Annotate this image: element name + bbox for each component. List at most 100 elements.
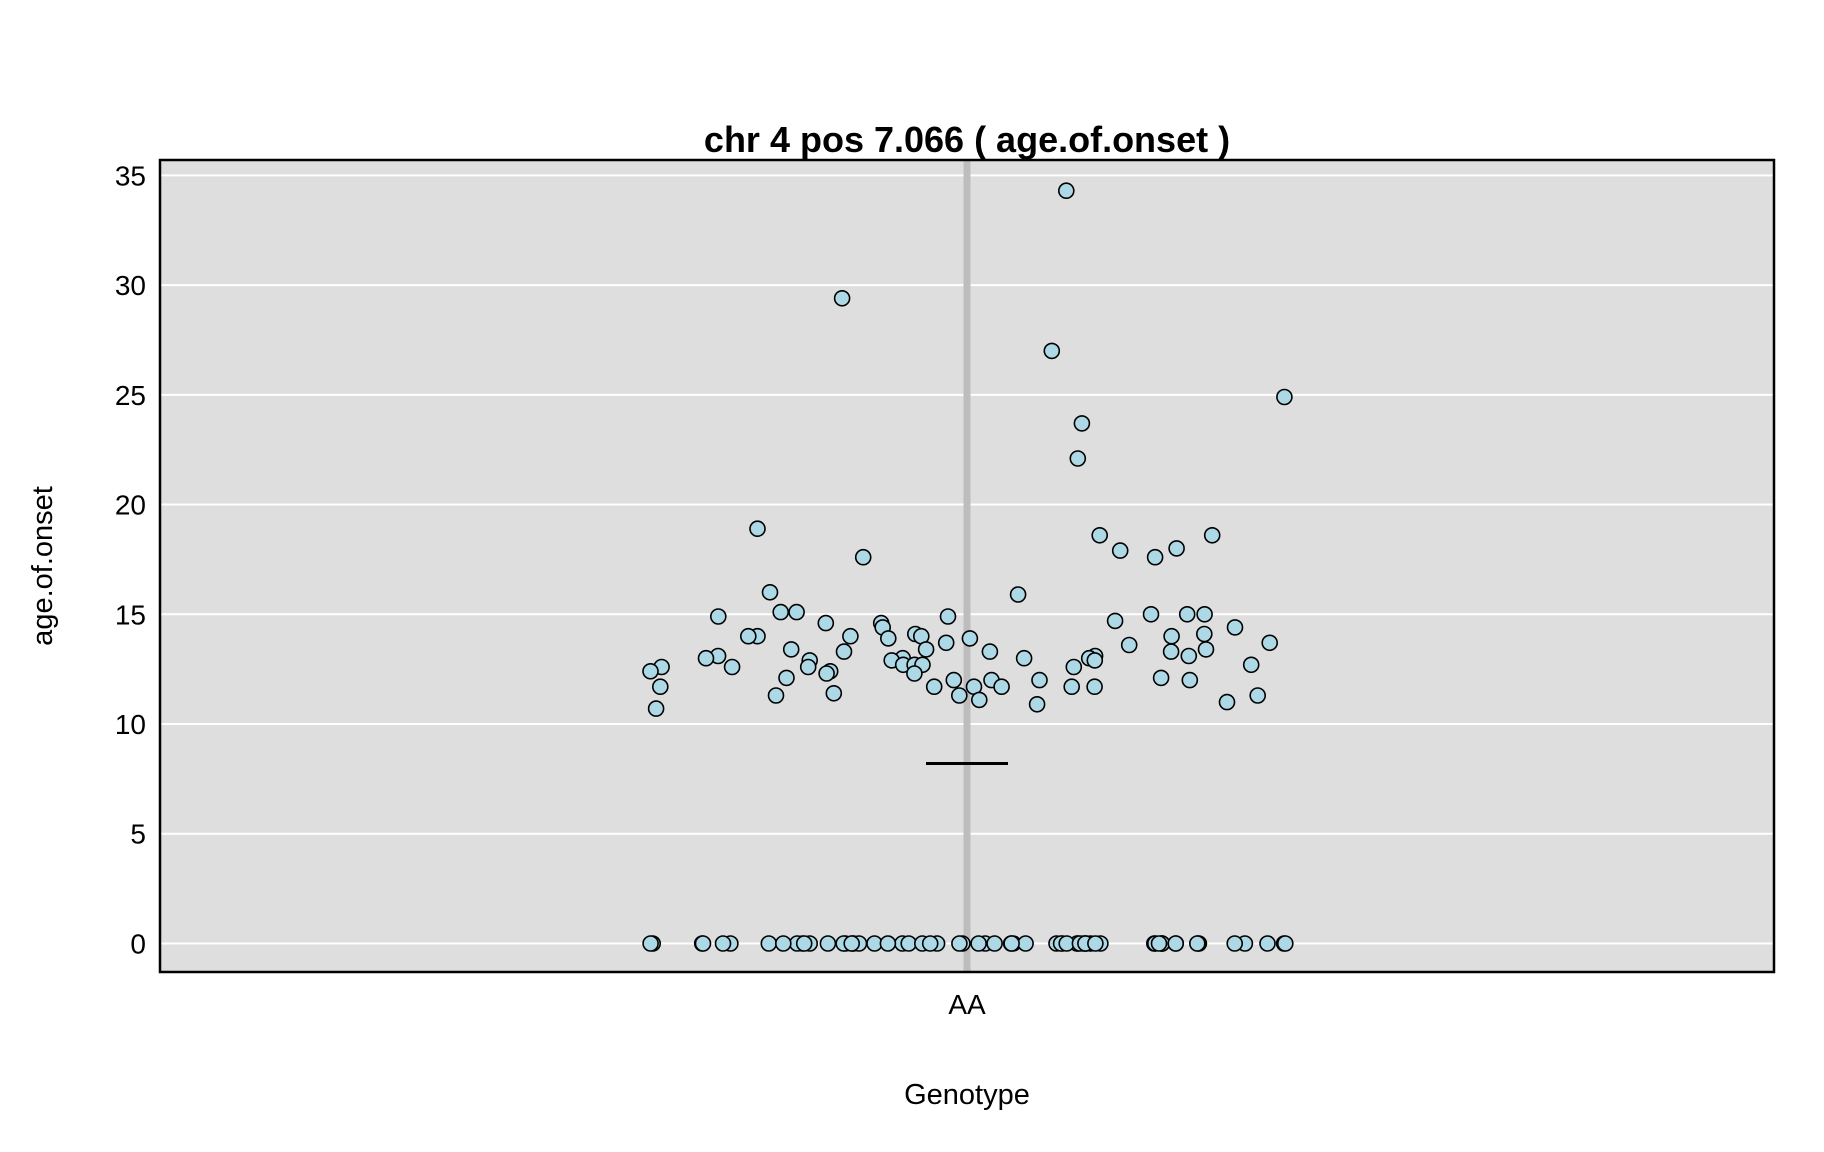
data-point xyxy=(1086,652,1104,669)
data-point xyxy=(1196,605,1213,623)
y-tick-label: 0 xyxy=(130,928,146,959)
data-point xyxy=(647,700,665,717)
y-tick-label: 35 xyxy=(115,160,146,191)
data-point xyxy=(1017,935,1034,952)
data-point xyxy=(900,935,918,952)
data-point xyxy=(917,641,935,658)
y-tick-label: 5 xyxy=(130,819,146,850)
data-point xyxy=(788,603,805,621)
data-point xyxy=(906,665,923,682)
data-point xyxy=(1249,687,1266,704)
data-point xyxy=(854,548,872,566)
data-point xyxy=(1009,586,1027,603)
data-point xyxy=(1277,935,1294,952)
data-point xyxy=(1150,935,1168,952)
data-point xyxy=(1261,634,1278,652)
data-point xyxy=(951,935,968,952)
data-point xyxy=(817,614,835,632)
data-point xyxy=(642,662,659,680)
data-point xyxy=(833,289,851,307)
data-point xyxy=(799,658,817,676)
data-point xyxy=(1189,935,1206,952)
data-point xyxy=(651,678,669,696)
data-point xyxy=(993,678,1010,696)
data-point xyxy=(1120,636,1138,654)
y-tick-label: 10 xyxy=(115,709,146,740)
data-point xyxy=(1196,625,1213,643)
data-point xyxy=(760,935,778,952)
y-tick-label: 25 xyxy=(115,380,146,411)
data-point xyxy=(1226,935,1243,952)
data-point xyxy=(921,935,939,952)
y-tick-label: 15 xyxy=(115,599,146,630)
data-point xyxy=(1087,935,1104,952)
data-point xyxy=(1043,342,1061,360)
y-axis-ticks: 0 5 10 15 20 25 30 35 xyxy=(115,160,146,959)
data-point xyxy=(835,643,853,660)
data-point xyxy=(825,684,843,702)
y-axis-title: age.of.onset xyxy=(27,486,59,646)
data-point xyxy=(1142,605,1160,623)
data-point xyxy=(774,935,792,952)
data-point xyxy=(1181,671,1199,689)
data-point xyxy=(749,520,766,538)
data-point xyxy=(1276,388,1293,406)
data-point xyxy=(1015,649,1033,667)
data-point xyxy=(1152,669,1170,687)
data-point xyxy=(642,935,659,952)
data-point xyxy=(1168,540,1185,557)
data-point xyxy=(782,641,800,658)
data-point xyxy=(925,678,943,696)
data-point xyxy=(1003,935,1020,952)
data-point xyxy=(986,935,1003,952)
data-point xyxy=(842,627,859,645)
data-point xyxy=(767,687,785,704)
data-point xyxy=(970,935,987,952)
data-point xyxy=(1111,542,1129,559)
data-point xyxy=(1058,182,1075,199)
data-point xyxy=(1073,415,1091,432)
plot-border xyxy=(158,158,1776,974)
data-point xyxy=(761,583,779,601)
data-point xyxy=(1091,526,1108,544)
data-point xyxy=(1226,619,1244,636)
data-point xyxy=(819,935,837,952)
data-point xyxy=(945,671,963,689)
data-point xyxy=(1065,658,1083,676)
data-point xyxy=(1167,935,1184,952)
data-point xyxy=(1218,693,1236,711)
data-point xyxy=(1162,643,1180,660)
data-points xyxy=(642,182,1294,952)
data-point xyxy=(1028,695,1046,713)
x-tick-label: AA xyxy=(948,989,986,1020)
x-axis-ticks: AA xyxy=(948,989,986,1020)
data-point xyxy=(739,627,757,645)
data-point xyxy=(879,630,897,647)
data-point xyxy=(795,935,813,952)
data-point xyxy=(1063,678,1080,696)
data-point xyxy=(778,669,795,687)
data-point xyxy=(714,935,732,952)
data-point xyxy=(709,608,727,625)
data-point xyxy=(1197,641,1215,658)
data-point xyxy=(961,630,979,647)
data-point xyxy=(939,608,957,625)
x-axis-title: Genotype xyxy=(904,1079,1030,1111)
data-point xyxy=(1106,612,1124,630)
data-point xyxy=(1259,935,1276,952)
data-point xyxy=(1178,605,1196,623)
data-point xyxy=(879,935,897,952)
data-point xyxy=(723,658,741,676)
data-point xyxy=(843,935,861,952)
data-point xyxy=(970,691,988,709)
data-point xyxy=(772,603,790,621)
data-point xyxy=(818,665,835,682)
data-point xyxy=(1146,548,1164,566)
data-point xyxy=(694,935,712,952)
data-point xyxy=(1086,678,1103,696)
data-point xyxy=(1031,671,1048,689)
data-point xyxy=(1069,450,1087,467)
data-point xyxy=(1163,627,1180,645)
data-point xyxy=(950,687,968,704)
